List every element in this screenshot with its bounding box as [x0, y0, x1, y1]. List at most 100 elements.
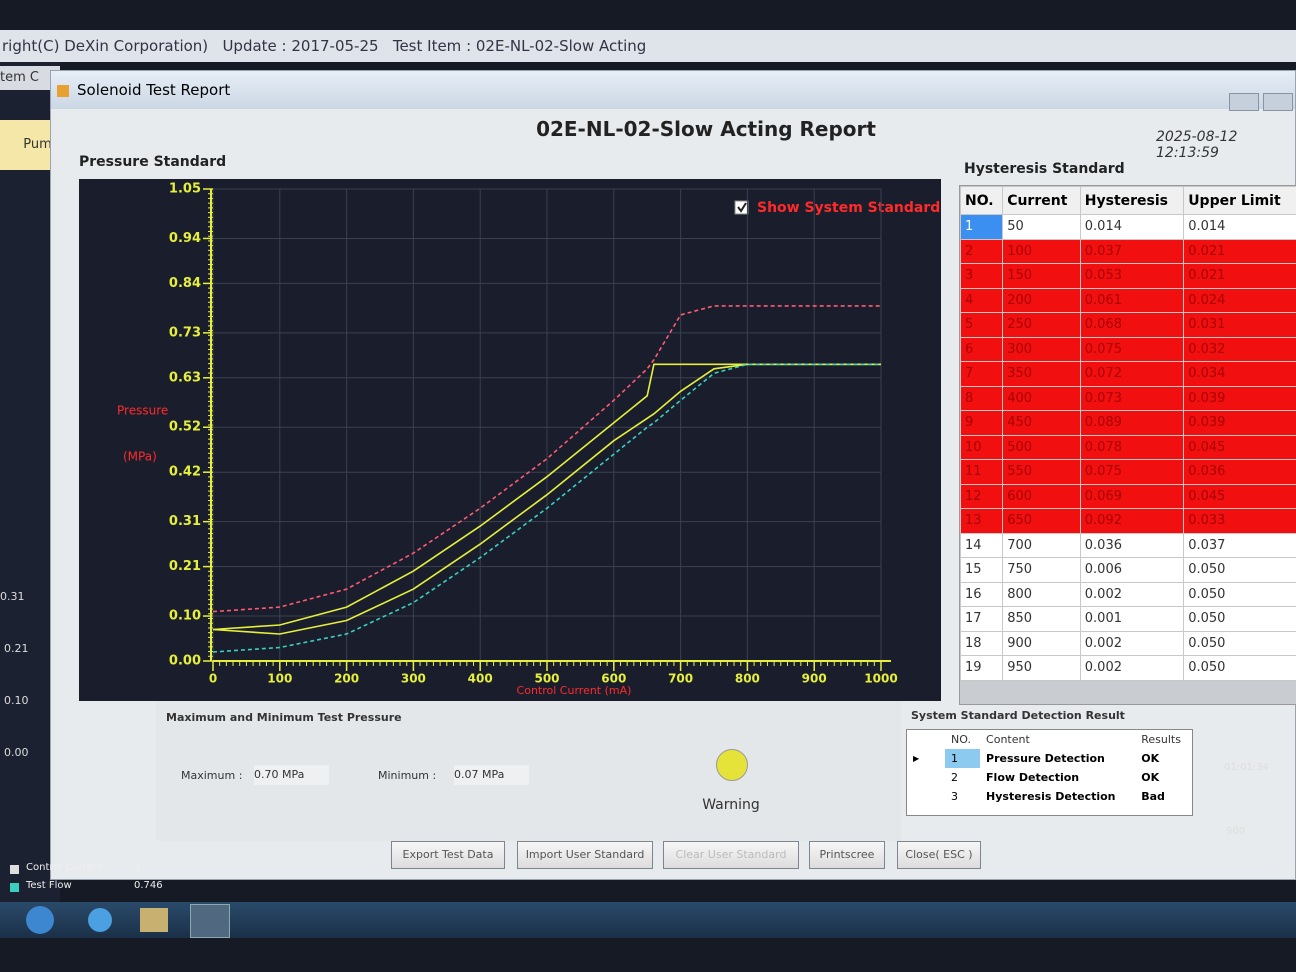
- x-tick-label: 100: [267, 672, 292, 686]
- table-cell: 450: [1002, 410, 1081, 436]
- table-row[interactable]: ▶ 1 Pressure Detection OK: [907, 749, 1192, 768]
- table-row[interactable]: 1 50 0.014 0.014: [960, 214, 1296, 240]
- extremes-panel: Maximum and Minimum Test Pressure Maximu…: [156, 701, 901, 841]
- taskbar-icon[interactable]: [88, 908, 112, 932]
- start-button[interactable]: [26, 906, 54, 934]
- table-cell: 400: [1002, 385, 1081, 411]
- table-row[interactable]: 6 300 0.075 0.032: [960, 336, 1296, 362]
- table-row[interactable]: 14 700 0.036 0.037: [960, 532, 1296, 558]
- table-row[interactable]: 15 750 0.006 0.050: [960, 557, 1296, 583]
- table-cell: 0.021: [1183, 238, 1296, 264]
- x-tick-label: 400: [468, 672, 493, 686]
- table-cell: 0.032: [1183, 336, 1296, 362]
- table-row[interactable]: 2 Flow Detection OK: [907, 768, 1192, 787]
- table-row[interactable]: 3 150 0.053 0.021: [960, 263, 1296, 289]
- x-tick-label: 1000: [864, 672, 897, 686]
- table-row[interactable]: 10 500 0.078 0.045: [960, 434, 1296, 460]
- table-row[interactable]: 16 800 0.002 0.050: [960, 581, 1296, 607]
- table-row[interactable]: 19 950 0.002 0.050: [960, 655, 1296, 681]
- table-cell: 650: [1002, 508, 1081, 534]
- window-title: Solenoid Test Report: [77, 81, 231, 99]
- axis-label: 900: [1226, 826, 1246, 837]
- legend-swatch: [10, 883, 19, 892]
- table-cell: 0.078: [1079, 434, 1185, 460]
- series-line: [212, 305, 881, 613]
- y-tick-label: 0.84: [169, 276, 201, 291]
- table-row[interactable]: 12 600 0.069 0.045: [960, 483, 1296, 509]
- maximize-button[interactable]: [1263, 93, 1293, 111]
- table-row[interactable]: 8 400 0.073 0.039: [960, 385, 1296, 411]
- table-cell: 900: [1002, 630, 1081, 656]
- taskbar-icon[interactable]: [190, 904, 230, 938]
- table-cell: 12: [960, 483, 1004, 509]
- table-cell: 14: [960, 532, 1004, 558]
- status-text: Warning: [702, 797, 760, 813]
- table-cell: 0.050: [1183, 581, 1296, 607]
- table-cell: 0.039: [1183, 410, 1296, 436]
- button[interactable]: Import User Standard: [517, 841, 653, 869]
- button[interactable]: Close( ESC ): [897, 841, 981, 869]
- min-label: Minimum :: [378, 769, 437, 782]
- y-tick-label: 0.94: [169, 231, 201, 246]
- table-cell: 0.050: [1183, 557, 1296, 583]
- y-tick-label: 0.00: [169, 654, 201, 669]
- table-cell: 0.034: [1183, 361, 1296, 387]
- table-row[interactable]: 3 Hysteresis Detection Bad: [907, 787, 1192, 806]
- panel-title: System Standard Detection Result: [911, 709, 1125, 722]
- table-cell: 0.045: [1183, 434, 1296, 460]
- x-tick-label: 600: [601, 672, 626, 686]
- table-cell: 1: [960, 214, 1004, 240]
- plot-background: [79, 179, 941, 701]
- minimize-button[interactable]: [1229, 93, 1259, 111]
- time-label: 01:01:34: [1224, 762, 1269, 773]
- table-cell: 0.045: [1183, 483, 1296, 509]
- table-cell: 150: [1002, 263, 1081, 289]
- y-tick-label: 0.52: [169, 420, 201, 435]
- table-cell: 0.006: [1079, 557, 1185, 583]
- table-cell: 7: [960, 361, 1004, 387]
- table-cell: 15: [960, 557, 1004, 583]
- table-row[interactable]: 17 850 0.001 0.050: [960, 606, 1296, 632]
- table-row[interactable]: 9 450 0.089 0.039: [960, 410, 1296, 436]
- column-header: Upper Limit: [1183, 186, 1296, 215]
- table-cell: 0.037: [1183, 532, 1296, 558]
- table-row[interactable]: 7 350 0.072 0.034: [960, 361, 1296, 387]
- y-tick-label: 0.21: [169, 559, 201, 574]
- table-row[interactable]: 5 250 0.068 0.031: [960, 312, 1296, 338]
- table-cell: 17: [960, 606, 1004, 632]
- hysteresis-table-box: NO. Current Hysteresis Upper Limit 1 50 0.014 0…: [959, 185, 1296, 705]
- table-cell: 0.002: [1079, 581, 1185, 607]
- table-cell: 0.037: [1079, 238, 1185, 264]
- table-cell: 0.014: [1079, 214, 1185, 240]
- button[interactable]: Export Test Data: [391, 841, 505, 869]
- table-row[interactable]: 18 900 0.002 0.050: [960, 630, 1296, 656]
- checkbox-label[interactable]: Show System Standard: [757, 200, 940, 216]
- checkmark: [737, 202, 747, 213]
- table-cell: 800: [1002, 581, 1081, 607]
- table-row[interactable]: 4 200 0.061 0.024: [960, 287, 1296, 313]
- table-cell: 0.089: [1079, 410, 1185, 436]
- table-cell: 0.031: [1183, 312, 1296, 338]
- taskbar-icon[interactable]: [140, 908, 168, 932]
- table-cell: 1: [945, 749, 981, 768]
- table-row[interactable]: 2 100 0.037 0.021: [960, 238, 1296, 264]
- table-cell: 0.014: [1183, 214, 1296, 240]
- table-cell: 3: [951, 790, 958, 803]
- header-row: NO. Current Hysteresis Upper Limit: [960, 186, 1296, 215]
- button[interactable]: Printscree: [809, 841, 885, 869]
- table-cell: 13: [960, 508, 1004, 534]
- table-cell: 250: [1002, 312, 1081, 338]
- table-cell: 50: [1002, 214, 1081, 240]
- table-cell: 0.033: [1183, 508, 1296, 534]
- table-cell: 0.073: [1079, 385, 1185, 411]
- table-row[interactable]: 11 550 0.075 0.036: [960, 459, 1296, 485]
- table-cell: 0.050: [1183, 630, 1296, 656]
- table-row[interactable]: 13 650 0.092 0.033: [960, 508, 1296, 534]
- report-window: Solenoid Test Report 02E-NL-02-Slow Acti…: [50, 70, 1296, 880]
- column-header: Hysteresis: [1079, 186, 1185, 215]
- table-cell: 950: [1002, 655, 1081, 681]
- table-cell: Hysteresis Detection: [986, 790, 1116, 803]
- y-axis-unit: (MPa): [123, 450, 157, 464]
- x-axis-label: Control Current (mA): [517, 684, 632, 697]
- table-cell: 0.053: [1079, 263, 1185, 289]
